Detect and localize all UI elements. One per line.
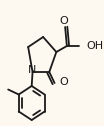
Text: O: O <box>60 16 69 26</box>
Text: OH: OH <box>86 41 103 51</box>
Text: O: O <box>59 77 68 87</box>
Text: N: N <box>28 65 37 75</box>
